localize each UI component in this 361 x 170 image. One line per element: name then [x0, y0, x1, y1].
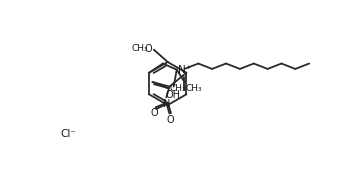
- Text: Cl⁻: Cl⁻: [60, 129, 76, 139]
- Text: CH₃: CH₃: [131, 44, 148, 53]
- Text: N⁺: N⁺: [178, 65, 191, 75]
- Text: OH: OH: [165, 90, 180, 100]
- Text: O: O: [150, 108, 158, 118]
- Text: CH₃: CH₃: [186, 83, 203, 92]
- Text: N: N: [163, 99, 170, 109]
- Text: CH₃: CH₃: [169, 84, 186, 93]
- Text: O: O: [166, 115, 174, 125]
- Text: O: O: [145, 44, 152, 54]
